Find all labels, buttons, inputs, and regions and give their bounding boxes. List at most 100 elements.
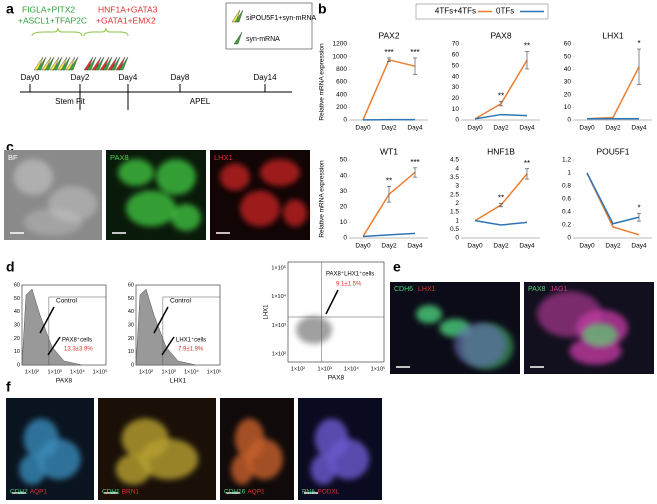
image-label: AQP1 — [30, 489, 48, 496]
y-tick-label: 600 — [336, 79, 347, 86]
x-tick-label: Day0 — [355, 243, 371, 250]
y-tick-label: 60 — [14, 282, 20, 288]
flow-frame — [287, 261, 385, 363]
scatter-cloud — [296, 316, 332, 344]
y-tick-label: 50 — [128, 296, 134, 302]
series-line — [474, 59, 528, 120]
y-tick-label: 10 — [14, 349, 20, 355]
legend-label: 4TFs+4TFs — [435, 7, 476, 16]
error-bar — [413, 57, 417, 75]
legend-icon — [231, 9, 241, 23]
mrna-flag — [68, 56, 79, 71]
signal-blob — [171, 204, 201, 231]
nucleus — [454, 323, 506, 367]
x-tick-label: Day4 — [631, 125, 647, 132]
y-axis-label: Relative mRNA expression — [319, 43, 326, 121]
signal-blob — [13, 159, 53, 195]
significance-mark: *** — [384, 48, 393, 57]
medium-label: Stem Fit — [55, 97, 86, 106]
y-tick-label: 30 — [340, 188, 348, 195]
signal-blob — [260, 159, 300, 186]
x-tick-label: Day2 — [381, 243, 397, 250]
micrograph-signal — [19, 418, 81, 485]
image-label: LHX1 — [418, 286, 436, 293]
day-label: Day4 — [119, 73, 138, 82]
series-line — [474, 113, 528, 120]
series-line — [362, 232, 416, 238]
x-tick-label: 1×10⁵ — [93, 368, 108, 375]
signal-blob — [118, 159, 154, 186]
medium-label: APEL — [190, 97, 211, 106]
micrograph-signal — [310, 418, 370, 485]
factor-text: FIGLA+PITX2 — [22, 4, 75, 14]
y-tick-label: 0.4 — [562, 209, 571, 216]
day-label: Day8 — [171, 73, 190, 82]
percent-label: 7.9±1.9% — [178, 347, 204, 353]
micrograph-signal — [13, 159, 98, 236]
x-tick-label: Day0 — [579, 243, 595, 250]
micrograph-signal — [115, 418, 199, 485]
image-label: AQP1 — [247, 489, 265, 496]
y-tick-label: 60 — [452, 52, 460, 59]
signal-blob — [283, 199, 307, 227]
chart-title: LHX1 — [602, 30, 624, 40]
panel-letter: f — [6, 379, 11, 395]
series-line — [586, 172, 640, 236]
panel-letter: b — [318, 1, 327, 17]
x-tick-label: 1×10⁵ — [371, 365, 386, 372]
signal-blob — [327, 438, 370, 480]
significance-mark: * — [637, 39, 640, 48]
arrow — [161, 336, 175, 356]
gate-label: PAX8⁺LHX1⁺cells — [326, 271, 374, 278]
bracket — [31, 27, 83, 37]
y-tick-label: 20 — [14, 336, 20, 342]
y-tick-label: 0 — [567, 235, 571, 242]
control-label: Control — [170, 298, 192, 305]
mrna-flag — [41, 56, 52, 71]
y-tick-label: 2.5 — [450, 191, 459, 198]
y-tick-label: 10 — [452, 106, 460, 113]
signal-blob — [36, 438, 81, 480]
image-label: LHX1 — [214, 153, 233, 162]
y-tick-label: 200 — [336, 104, 347, 111]
y-tick-label: 800 — [336, 66, 347, 73]
y-tick-label: 1×10⁴ — [271, 293, 286, 300]
y-tick-label: 10 — [564, 104, 572, 111]
y-tick-label: 60 — [128, 282, 134, 288]
chart-title: HNF1B — [487, 146, 515, 156]
signal-blob — [115, 454, 152, 485]
signal-blob — [240, 190, 280, 227]
signal-blob — [310, 454, 336, 485]
x-tick-label: Day4 — [519, 125, 535, 132]
legend-label: 0TFs — [496, 7, 514, 16]
mrna-flag — [36, 56, 47, 71]
significance-mark: *** — [410, 48, 419, 57]
significance-mark: ** — [524, 42, 530, 51]
factor-text: +GATA1+EMX2 — [96, 15, 156, 25]
series-line — [586, 66, 640, 120]
chart-title: PAX2 — [378, 30, 399, 40]
mrna-flag — [115, 56, 126, 71]
y-tick-label: 40 — [564, 66, 572, 73]
error-bar — [499, 202, 503, 208]
y-tick-label: 30 — [14, 322, 20, 328]
signal-blob — [231, 454, 254, 485]
x-tick-label: 1×10² — [291, 366, 305, 372]
y-tick-label: 4 — [455, 165, 459, 172]
mrna-flag — [65, 56, 76, 71]
x-tick-label: Day2 — [605, 125, 621, 132]
mrna-flag — [44, 56, 55, 71]
x-axis-label: LHX1 — [170, 378, 187, 385]
x-tick-label: 1×10⁴ — [344, 365, 359, 372]
arrow — [47, 336, 61, 356]
mrna-flag — [102, 56, 113, 71]
arrow — [153, 306, 169, 334]
histogram-shape — [135, 288, 197, 366]
legend-box — [225, 2, 313, 50]
y-tick-label: 30 — [128, 322, 134, 328]
y-tick-label: 10 — [128, 349, 134, 355]
error-bar — [525, 51, 529, 70]
day-label: Day2 — [71, 73, 90, 82]
y-tick-label: 50 — [340, 157, 348, 164]
mrna-flag — [33, 56, 44, 71]
